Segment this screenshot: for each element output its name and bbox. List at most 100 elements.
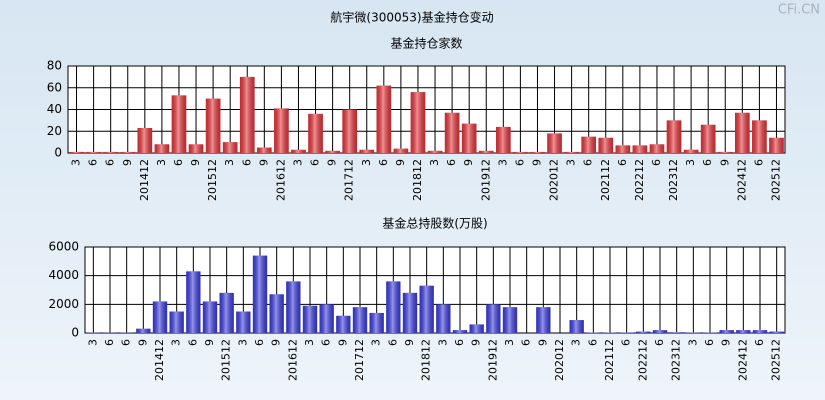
bar-shine (683, 149, 699, 153)
y-tick-label: 0 (54, 146, 62, 160)
bar-shine (734, 112, 750, 153)
bar-shine (652, 330, 668, 333)
bar-shine (136, 328, 151, 333)
x-tick-label: 3 (503, 339, 516, 346)
bar-shine (598, 137, 614, 153)
x-tick-label: 9 (326, 159, 339, 166)
x-tick-label: 3 (684, 159, 697, 166)
bar-shine (427, 150, 443, 153)
x-tick-label: 202212 (636, 339, 649, 381)
bar-shine (547, 133, 562, 153)
bar-shine (120, 151, 136, 153)
page-title: 航宇微(300053)基金持仓变动 (330, 10, 493, 25)
watermark: CFi.CN (778, 3, 820, 18)
bar-shine (239, 76, 255, 153)
x-tick-label: 6 (752, 159, 765, 166)
x-tick-label: 3 (223, 159, 236, 166)
bar-shine (86, 151, 101, 153)
x-tick-label: 6 (253, 339, 266, 346)
x-tick-label: 3 (570, 339, 583, 346)
bar-shine (393, 148, 409, 153)
x-tick-label: 9 (530, 159, 543, 166)
x-tick-label: 6 (453, 339, 466, 346)
x-tick-label: 9 (336, 339, 349, 346)
x-tick-label: 3 (496, 159, 509, 166)
x-tick-label: 3 (428, 159, 441, 166)
bar-shine (269, 294, 284, 333)
bar-shine (236, 311, 251, 333)
x-tick-label: 201812 (420, 339, 433, 381)
bar-shine (376, 85, 392, 153)
x-tick-label: 3 (236, 339, 249, 346)
bar-shine (319, 304, 334, 333)
x-tick-label: 9 (720, 339, 733, 346)
x-tick-label: 6 (172, 159, 185, 166)
x-tick-label: 6 (701, 159, 714, 166)
x-tick-label: 9 (394, 159, 407, 166)
x-tick-label: 202212 (633, 159, 646, 201)
x-tick-label: 9 (470, 339, 483, 346)
bar-shine (202, 301, 218, 333)
x-tick-label: 201612 (286, 339, 299, 381)
bar-shine (769, 331, 784, 333)
x-tick-label: 6 (120, 339, 133, 346)
bar-shine (752, 330, 768, 333)
bar-shine (386, 281, 401, 333)
bar-shine (154, 144, 170, 153)
bar-shine (669, 332, 684, 333)
x-tick-label: 3 (291, 159, 304, 166)
bar-shine (286, 281, 301, 333)
y-tick-label: 20 (47, 124, 62, 138)
plot-area (84, 246, 786, 334)
bar-shine (752, 120, 767, 153)
bar-shine (137, 127, 153, 153)
x-tick-label: 6 (703, 339, 716, 346)
x-tick-label: 6 (582, 159, 595, 166)
bar-shine (352, 307, 368, 333)
x-tick-label: 9 (203, 339, 216, 346)
x-tick-label: 201712 (353, 339, 366, 381)
bar-shine (444, 112, 460, 153)
y-tick-label: 40 (47, 102, 62, 116)
x-tick-label: 201612 (274, 159, 287, 201)
y-tick-label: 0 (71, 326, 79, 340)
x-tick-label: 3 (686, 339, 699, 346)
x-tick-label: 6 (377, 159, 390, 166)
x-tick-label: 3 (155, 159, 168, 166)
bar-shine (502, 307, 518, 333)
bar-shine (495, 126, 511, 153)
bar-shine (513, 151, 528, 153)
bar-shine (569, 320, 584, 333)
bar-shine (252, 255, 268, 333)
x-tick-label: 6 (586, 339, 599, 346)
x-tick-label: 3 (565, 159, 578, 166)
x-tick-label: 6 (103, 339, 116, 346)
bar-shine (564, 151, 579, 153)
x-tick-label: 202512 (769, 159, 782, 201)
bar-shine (325, 150, 340, 153)
x-tick-label: 202412 (736, 339, 749, 381)
x-tick-label: 6 (87, 159, 100, 166)
x-tick-label: 6 (186, 339, 199, 346)
x-tick-label: 9 (257, 159, 270, 166)
bar-shine (632, 145, 648, 153)
x-tick-label: 6 (320, 339, 333, 346)
bar-shine (308, 113, 323, 153)
bar-shine (452, 330, 468, 333)
x-tick-label: 3 (170, 339, 183, 346)
bar-shine (342, 109, 358, 153)
bar-shine (719, 330, 734, 333)
x-tick-label: 6 (753, 339, 766, 346)
x-tick-label: 201812 (411, 159, 424, 201)
x-tick-label: 3 (436, 339, 449, 346)
bar-shine (736, 330, 751, 333)
y-tick-label: 60 (47, 80, 62, 94)
x-tick-label: 3 (86, 339, 99, 346)
bar-shine (336, 315, 351, 333)
bar-shine (486, 304, 501, 333)
x-tick-label: 9 (270, 339, 283, 346)
bar-shine (769, 137, 784, 153)
y-tick-label: 6000 (48, 240, 79, 254)
x-tick-label: 9 (121, 159, 134, 166)
